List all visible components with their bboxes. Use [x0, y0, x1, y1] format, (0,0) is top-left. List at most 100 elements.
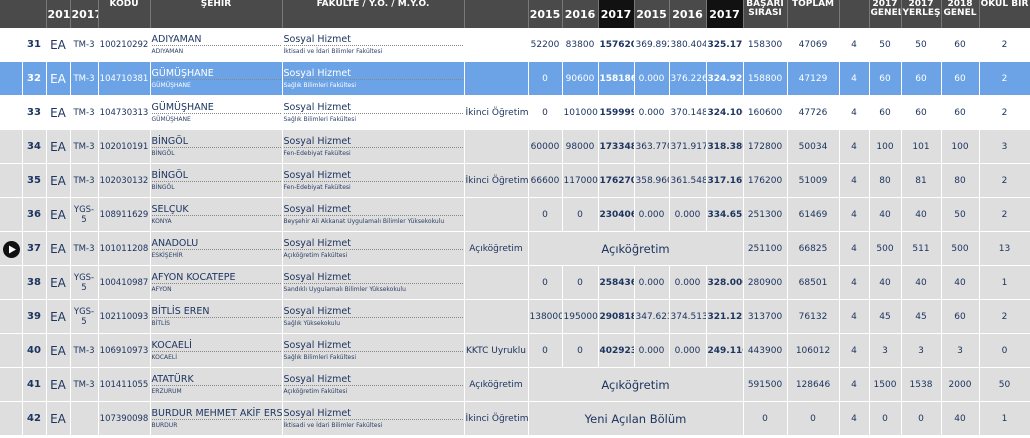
- program[interactable]: Sosyal Hizmet: [283, 34, 463, 46]
- score: 98000: [562, 129, 599, 164]
- table-row[interactable]: 32 EA TM-3 104710381 GÜMÜŞHANE GÜMÜŞHANE Sosya…: [0, 61, 1030, 96]
- row-number: 34: [22, 129, 47, 164]
- program[interactable]: Sosyal Hizmet: [283, 170, 463, 182]
- program[interactable]: Sosyal Hizmet: [283, 272, 463, 284]
- score: 249.110: [706, 333, 744, 368]
- score: 358.960: [634, 163, 670, 198]
- city-cell: ANADOLU ESKİŞEHİR: [150, 231, 283, 266]
- faculty-cell: Sosyal Hizmet İktisadi ve İdari Bilimler …: [282, 28, 465, 62]
- university[interactable]: SELÇUK: [151, 204, 281, 216]
- score: 290818: [598, 299, 635, 334]
- table-row[interactable]: 34 EA TM-3 102010191 BİNGÖL BİNGÖL Sosyal Hizm…: [0, 129, 1030, 164]
- table-row[interactable]: 31 EA TM-3 100210292 ADIYAMAN ADIYAMAN Sosyal …: [0, 28, 1030, 62]
- type-2017: TM-3: [70, 129, 99, 164]
- okul: 0: [979, 333, 1030, 368]
- column-header: 2017: [598, 0, 635, 28]
- university[interactable]: ADIYAMAN: [151, 34, 281, 46]
- program[interactable]: Sosyal Hizmet: [283, 306, 463, 318]
- code: 102010191: [98, 129, 151, 164]
- table-row[interactable]: 40 EA TM-3 106910973 KOCAELİ KOCAELİ Sosyal Hi…: [0, 333, 1030, 368]
- university[interactable]: ANADOLU: [151, 238, 281, 250]
- university[interactable]: ATATÜRK: [151, 374, 281, 386]
- program-type: [464, 265, 529, 300]
- university[interactable]: BİTLİS EREN: [151, 306, 281, 318]
- okul: 50: [979, 367, 1030, 402]
- yil: 4: [839, 197, 870, 232]
- column-header: 2017 YERLEŞEN: [901, 0, 942, 28]
- score: 0: [528, 197, 563, 232]
- genel2018: 60: [941, 28, 980, 62]
- code: 102110093: [98, 299, 151, 334]
- table-row[interactable]: 37 EA TM-3 101011208 ANADOLU ESKİŞEHİR Sosyal …: [0, 231, 1030, 266]
- yerlesen2017: 45: [901, 299, 942, 334]
- program[interactable]: Sosyal Hizmet: [283, 238, 463, 250]
- city-cell: AFYON KOCATEPE AFYON: [150, 265, 283, 300]
- yerlesen2017: 60: [901, 95, 942, 130]
- table-row[interactable]: 38 EA YGS-5 100410987 AFYON KOCATEPE AFYON Sos…: [0, 265, 1030, 300]
- table-row[interactable]: 42 EA 107390098 BURDUR MEHMET AKİF ERSOY BUR…: [0, 401, 1030, 436]
- table-row[interactable]: 36 EA YGS-5 108911629 SELÇUK KONYA Sosyal Hizm…: [0, 197, 1030, 232]
- faculty-cell: Sosyal Hizmet Fen-Edebiyat Fakültesi: [282, 163, 465, 198]
- genel2017: 40: [869, 265, 902, 300]
- faculty: İktisadi ve İdari Bilimler Fakültesi: [283, 422, 383, 429]
- table-row[interactable]: 35 EA TM-3 102030132 BİNGÖL BİNGÖL Sosyal Hizm…: [0, 163, 1030, 198]
- play-icon[interactable]: [3, 241, 20, 258]
- basari: 160600: [743, 95, 788, 130]
- icon-cell: [0, 95, 23, 130]
- yerlesen2017: 1538: [901, 367, 942, 402]
- basari: 176200: [743, 163, 788, 198]
- program[interactable]: Sosyal Hizmet: [283, 102, 463, 114]
- icon-cell: [0, 28, 23, 62]
- type-2018: EA: [46, 28, 71, 62]
- yil: 4: [839, 401, 870, 436]
- code: 104730313: [98, 95, 151, 130]
- program[interactable]: Sosyal Hizmet: [283, 408, 463, 420]
- table-row[interactable]: 41 EA TM-3 101411055 ATATÜRK ERZURUM Sosyal Hi…: [0, 367, 1030, 402]
- program-type: İkinci Öğretim: [464, 95, 529, 130]
- program[interactable]: Sosyal Hizmet: [283, 204, 463, 216]
- column-header: BAŞARI SIRASI: [743, 0, 788, 28]
- column-header: ŞEHİR: [150, 0, 283, 28]
- yerlesen2017: 0: [901, 401, 942, 436]
- basari: 251100: [743, 231, 788, 266]
- university[interactable]: GÜMÜŞHANE: [151, 102, 281, 114]
- university[interactable]: BİNGÖL: [151, 170, 281, 182]
- university[interactable]: AFYON KOCATEPE: [151, 272, 281, 284]
- type-2018: EA: [46, 163, 71, 198]
- score: 195000: [562, 299, 599, 334]
- university[interactable]: GÜMÜŞHANE: [151, 68, 281, 80]
- score: 0: [528, 61, 563, 96]
- score: 60000: [528, 129, 563, 164]
- table-row[interactable]: 33 EA TM-3 104730313 GÜMÜŞHANE GÜMÜŞHANE Sosya…: [0, 95, 1030, 130]
- table-row[interactable]: 39 EA YGS-5 102110093 BİTLİS EREN BİTLİS Sosya…: [0, 299, 1030, 334]
- score: 324.106: [706, 95, 744, 130]
- toplam: 47726: [787, 95, 840, 130]
- faculty-cell: Sosyal Hizmet Sağlık Yüksekokulu: [282, 299, 465, 334]
- program[interactable]: Sosyal Hizmet: [283, 68, 463, 80]
- note: Açıköğretim: [528, 231, 744, 266]
- university[interactable]: KOCAELİ: [151, 340, 281, 352]
- university[interactable]: BURDUR MEHMET AKİF ERSOY: [151, 408, 282, 420]
- type-2018: EA: [46, 95, 71, 130]
- program[interactable]: Sosyal Hizmet: [283, 136, 463, 148]
- yerlesen2017: 60: [901, 61, 942, 96]
- faculty: İktisadi ve İdari Bilimler Fakültesi: [283, 48, 383, 55]
- okul: 2: [979, 163, 1030, 198]
- column-header: 2018 GENEL: [941, 0, 980, 28]
- score: 0.000: [634, 333, 670, 368]
- score: 90600: [562, 61, 599, 96]
- okul: 1: [979, 401, 1030, 436]
- row-number: 35: [22, 163, 47, 198]
- city-cell: KOCAELİ KOCAELİ: [150, 333, 283, 368]
- university[interactable]: BİNGÖL: [151, 136, 281, 148]
- column-header: [0, 0, 47, 28]
- program-type: [464, 197, 529, 232]
- type-2017: YGS-5: [70, 299, 99, 334]
- type-2017: TM-3: [70, 367, 99, 402]
- icon-cell: [0, 367, 23, 402]
- city-cell: BURDUR MEHMET AKİF ERSOY BURDUR: [150, 401, 283, 436]
- program[interactable]: Sosyal Hizmet: [283, 374, 463, 386]
- toplam: 61469: [787, 197, 840, 232]
- program[interactable]: Sosyal Hizmet: [283, 340, 463, 352]
- score: 371.917: [669, 129, 707, 164]
